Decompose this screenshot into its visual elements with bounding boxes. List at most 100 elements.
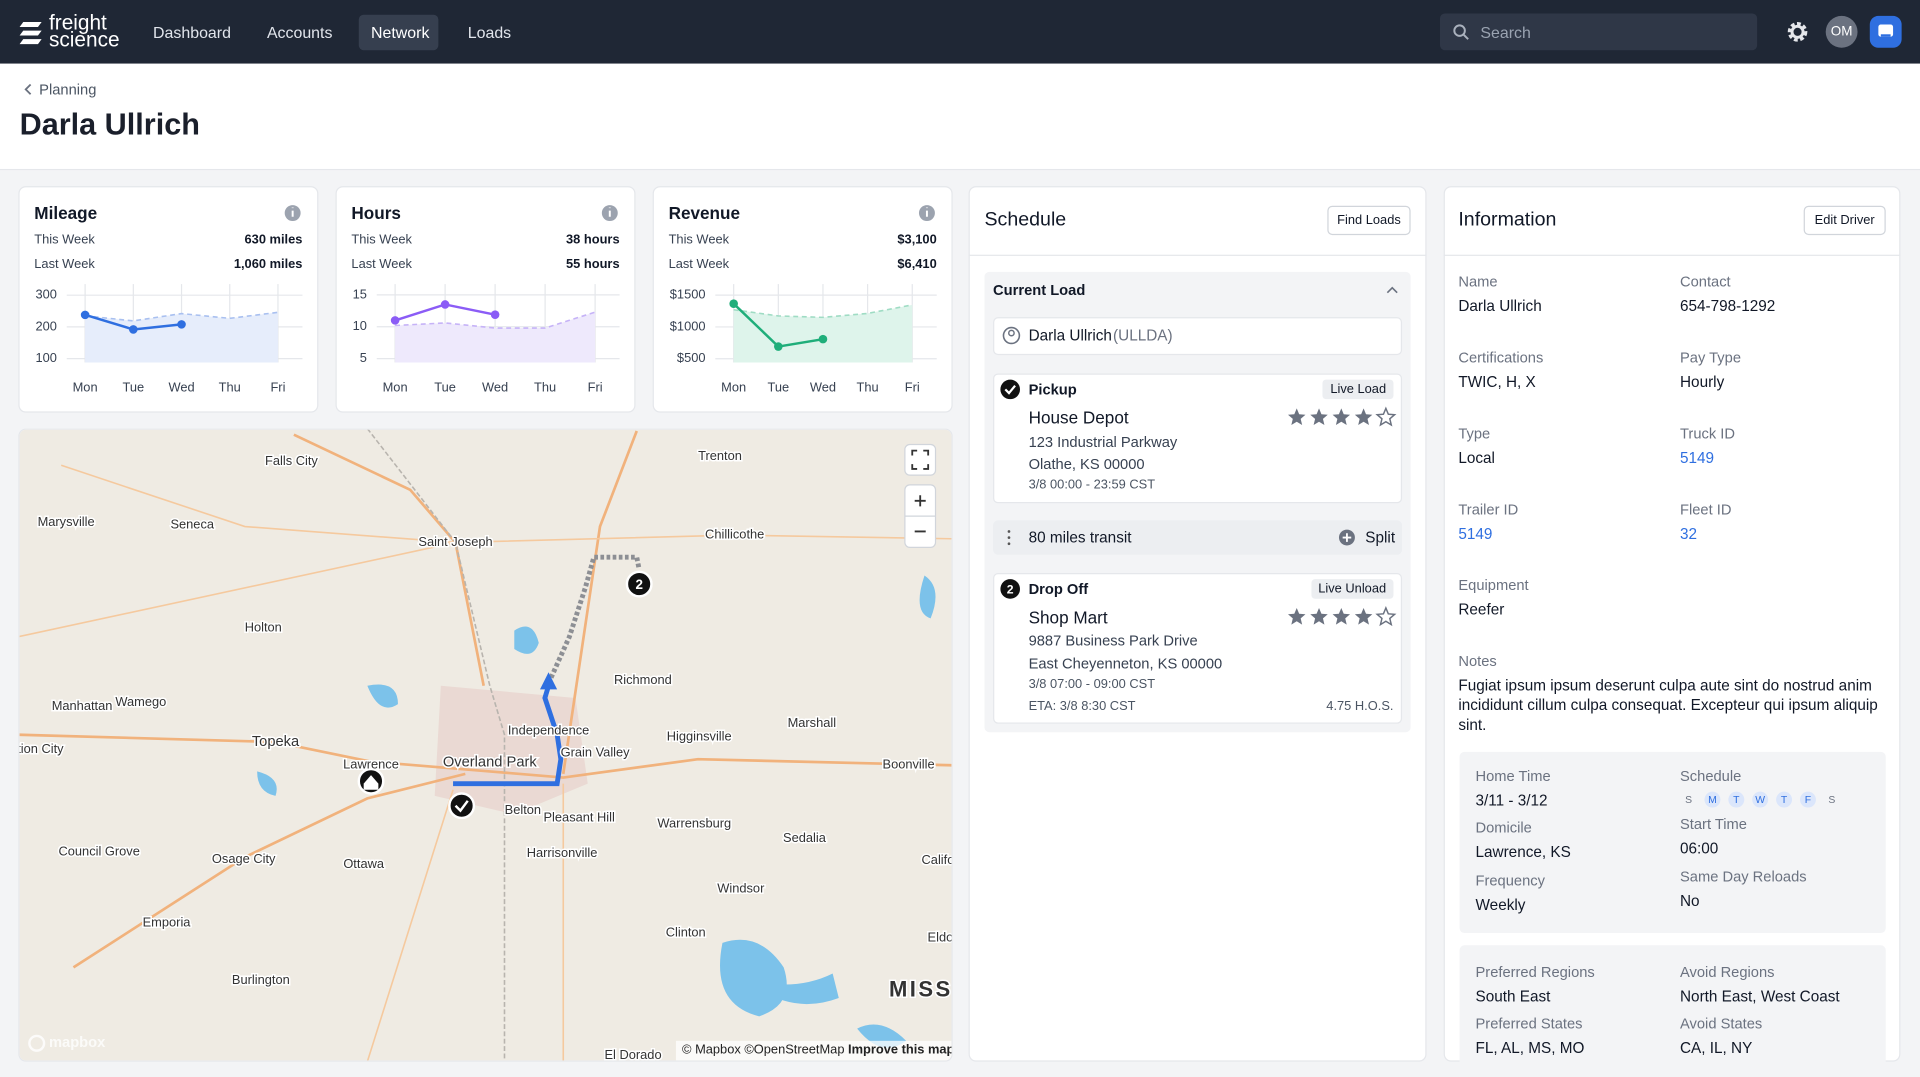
map-card: 2 Falls CityTrentonMarysvilleSenecaSaint… — [18, 429, 952, 1062]
stop-address: 123 Industrial Parkway — [1029, 433, 1178, 450]
field-label: Trailer ID — [1458, 501, 1518, 518]
map-label: Falls City — [265, 453, 318, 468]
map-label: Higginsville — [667, 729, 732, 744]
stop-address: East Cheyenneton, KS 00000 — [1029, 655, 1223, 672]
map-label: Warrensburg — [657, 815, 731, 830]
map-label: Harrisonville — [527, 845, 598, 860]
search-placeholder: Search — [1480, 23, 1530, 41]
stat-value: 1,060 miles — [234, 257, 303, 272]
driver-code: (ULLDA) — [1113, 327, 1173, 344]
notes: Fugiat ipsum ipsum deserunt culpa aute s… — [1458, 676, 1880, 735]
field-label: Certifications — [1458, 349, 1543, 366]
map-label: Boonville — [883, 757, 935, 772]
map-label: Holton — [245, 620, 282, 635]
notes-label: Notes — [1458, 653, 1496, 670]
pickup-marker[interactable] — [449, 793, 473, 817]
map-label: Grain Valley — [561, 744, 631, 759]
field-link[interactable]: 32 — [1680, 525, 1697, 542]
nav-item[interactable]: Network — [371, 23, 429, 41]
field-value: 06:00 — [1680, 840, 1718, 857]
map-label: Marshall — [788, 715, 837, 730]
map-label: Marysville — [38, 514, 95, 529]
map-label: Seneca — [170, 517, 214, 532]
attribution: © Mapbox ©OpenStreetMap Improve this map — [682, 1042, 953, 1057]
stat-value: $6,410 — [897, 257, 936, 272]
field-label: Avoid Regions — [1680, 964, 1774, 981]
map[interactable]: 2 Falls CityTrentonMarysvilleSenecaSaint… — [18, 429, 952, 1062]
field-value: North East, West Coast — [1680, 988, 1840, 1005]
map-label: Lawrence — [343, 757, 399, 772]
search-icon — [1452, 23, 1469, 40]
field-label: Home Time — [1476, 768, 1551, 785]
map-label: Richmond — [614, 672, 672, 687]
field-value: Reefer — [1458, 601, 1504, 618]
field-value: Weekly — [1476, 896, 1526, 913]
map-label: Pleasant Hill — [543, 809, 614, 824]
nav-item[interactable]: Accounts — [267, 23, 332, 41]
map-label: Sedalia — [783, 830, 827, 845]
field-label: Equipment — [1458, 577, 1528, 594]
improve-link[interactable]: Improve this map — [848, 1042, 953, 1057]
field-value: Local — [1458, 449, 1495, 466]
split-button[interactable]: Split — [1365, 529, 1395, 546]
stat-value: 55 hours — [566, 257, 620, 272]
card-title: Information — [1458, 209, 1556, 231]
field-label: Frequency — [1476, 872, 1545, 889]
map-label: Council Grove — [58, 844, 139, 859]
map-label: Wamego — [115, 694, 166, 709]
map-label: Saint Joseph — [418, 534, 492, 549]
map-label: Belton — [505, 802, 541, 817]
stop-name: Shop Mart — [1029, 607, 1108, 627]
field-label: Avoid States — [1680, 1015, 1762, 1032]
settings-icon[interactable] — [1785, 20, 1809, 44]
map-label: tion City — [18, 741, 64, 756]
stop-name: House Depot — [1029, 408, 1129, 428]
field-label: Preferred Regions — [1476, 964, 1595, 981]
field-value: Lawrence, KS — [1476, 844, 1571, 861]
field-value: FL, AL, MS, MO — [1476, 1040, 1585, 1057]
field-label: Name — [1458, 273, 1497, 290]
field-value: CA, IL, NY — [1680, 1040, 1752, 1057]
edit-driver-button[interactable]: Edit Driver — [1804, 206, 1886, 235]
map-label: Califo — [922, 852, 953, 867]
fullscreen-button[interactable] — [905, 444, 936, 475]
stat-label: Last Week — [669, 257, 730, 272]
field-label: Fleet ID — [1680, 501, 1731, 518]
field-link[interactable]: 5149 — [1458, 525, 1492, 542]
attribution-text[interactable]: © Mapbox ©OpenStreetMap — [682, 1042, 844, 1057]
field-value: 654-798-1292 — [1680, 298, 1775, 315]
map-label: Chillicothe — [705, 526, 764, 541]
map-label: Clinton — [666, 924, 706, 939]
stat-label: This Week — [34, 233, 94, 248]
find-loads-button[interactable]: Find Loads — [1327, 206, 1410, 235]
logo-line: science — [49, 32, 120, 49]
map-label: Windsor — [717, 880, 765, 895]
breadcrumb[interactable]: Planning — [39, 81, 96, 98]
marker-label: 2 — [635, 577, 642, 592]
nav-item[interactable]: Dashboard — [153, 23, 231, 41]
stat-value: $3,100 — [897, 233, 936, 248]
stop-address: 9887 Business Park Drive — [1029, 632, 1198, 649]
field-label: Truck ID — [1680, 425, 1735, 442]
field-label: Domicile — [1476, 819, 1532, 836]
field-value: Darla Ullrich — [1458, 298, 1541, 315]
map-label: Overland Park — [443, 755, 538, 771]
card-title: Hours — [351, 203, 401, 223]
map-label: Independence — [508, 722, 589, 737]
card-title: Schedule — [984, 209, 1066, 231]
transit: 80 miles transit — [1029, 529, 1132, 546]
logo-icon — [17, 18, 46, 47]
map-label: MISSO — [889, 976, 953, 1001]
nav-item[interactable]: Loads — [468, 23, 511, 41]
avatar[interactable]: OM — [1826, 16, 1858, 48]
stat-value: 630 miles — [245, 233, 303, 248]
driver-name: Darla Ullrich — [1029, 327, 1112, 344]
back-chevron — [23, 83, 33, 95]
stop-kind: Drop Off — [1029, 580, 1089, 597]
field-value: No — [1680, 893, 1700, 910]
map-label: Manhattan — [52, 698, 113, 713]
field-label: Start Time — [1680, 816, 1747, 833]
field-label: Preferred States — [1476, 1015, 1583, 1032]
field-link[interactable]: 5149 — [1680, 449, 1714, 466]
logo-text[interactable]: freight science — [49, 15, 120, 49]
